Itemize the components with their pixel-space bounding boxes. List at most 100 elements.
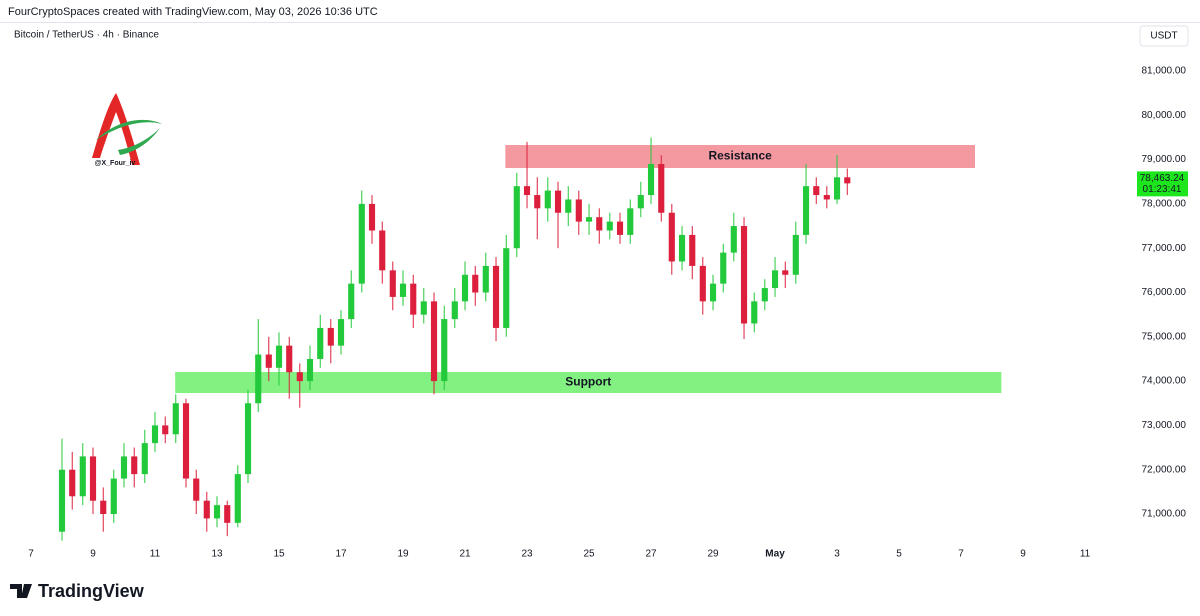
candle-body [782, 270, 789, 275]
candle-body [110, 478, 117, 514]
candle-body [69, 469, 76, 497]
x-tick-label: 11 [1080, 549, 1091, 560]
x-tick-label: 9 [90, 549, 96, 560]
candle-body [761, 288, 768, 302]
x-tick-label: 27 [645, 549, 657, 560]
candle-body [709, 283, 717, 302]
candle-body [647, 164, 655, 196]
candle-body [337, 319, 345, 346]
candle-body [730, 226, 737, 253]
candle-body [79, 456, 86, 497]
candle-body [699, 265, 706, 302]
x-tick-label: 9 [1020, 549, 1026, 560]
candle-body [317, 327, 324, 359]
candle-body [637, 195, 644, 209]
currency: USDT [1150, 31, 1177, 42]
brand-name: TradingView [38, 581, 145, 601]
zone-label: Support [565, 375, 611, 389]
candle-body [606, 221, 613, 231]
candle-body [306, 358, 314, 382]
candle-body [689, 234, 696, 266]
candle-body [833, 177, 841, 200]
candle-body [120, 456, 128, 479]
watermark-logo [92, 93, 162, 165]
candle-body [658, 164, 665, 213]
candle-body [389, 270, 396, 297]
candle-body [720, 252, 727, 284]
candle-body [523, 186, 531, 196]
candle-body [771, 270, 779, 289]
y-tick-label: 77,000.00 [1142, 243, 1187, 254]
candle-body [399, 283, 407, 297]
y-tick-label: 80,000.00 [1142, 110, 1187, 121]
zone-label: Resistance [708, 149, 772, 163]
candle-body [678, 234, 686, 262]
candle-body [172, 403, 179, 435]
last-price-label: 78,463.24 [1140, 173, 1185, 184]
candle-body [327, 327, 334, 346]
candle-body [565, 199, 572, 213]
brand-logo [10, 584, 32, 598]
y-tick-label: 71,000.00 [1142, 509, 1187, 520]
candle-body [441, 319, 448, 382]
candle-body [182, 403, 190, 479]
candle-body [420, 301, 427, 315]
candle-body [461, 274, 469, 302]
candle-body [286, 345, 293, 373]
candle-body [213, 505, 221, 519]
y-tick-label: 72,000.00 [1142, 464, 1187, 475]
x-tick-label: 19 [397, 549, 409, 560]
x-tick-label: 13 [211, 549, 223, 560]
x-tick-label: 25 [583, 549, 595, 560]
candle-body [751, 301, 758, 324]
plot-area: 71,000.00 72,000.00 73,000.00 74,000.00 75,0… [28, 66, 1188, 560]
x-tick-label: 7 [28, 549, 34, 560]
x-tick-label: 17 [335, 549, 347, 560]
x-tick-label: May [765, 549, 785, 560]
candle-body [472, 274, 479, 293]
candle-body [162, 425, 169, 435]
candle-body [410, 283, 417, 315]
candle-body [513, 186, 520, 249]
x-tick-label: 7 [958, 549, 964, 560]
candle-body [58, 469, 66, 532]
zone [505, 144, 975, 169]
candle-body [482, 265, 489, 293]
candle-body [244, 403, 252, 475]
candle-body [740, 226, 748, 324]
candle-body [224, 505, 231, 523]
x-tick-label: 5 [896, 549, 902, 560]
x-tick-label: 23 [521, 549, 533, 560]
candle-body [585, 217, 593, 222]
candle-body [255, 354, 262, 404]
symbol-info: Bitcoin / TetherUS · 4h · Binance [14, 30, 159, 41]
candle-body [89, 456, 97, 501]
candle-body [234, 474, 241, 523]
candle-body [813, 186, 820, 196]
candle-body [193, 478, 200, 501]
candle-body [296, 372, 303, 382]
candle-body [844, 177, 851, 184]
candle-body [492, 265, 500, 328]
watermark-text: @X_Four_iv [95, 160, 136, 167]
candle-body [503, 248, 510, 328]
x-tick-label: 11 [150, 549, 161, 560]
y-tick-label: 73,000.00 [1142, 420, 1187, 431]
candle-body [141, 443, 148, 475]
y-tick-label: 74,000.00 [1142, 376, 1187, 387]
x-tick-label: 3 [834, 549, 840, 560]
currency-box[interactable] [1139, 25, 1189, 47]
y-tick-label: 78,000.00 [1142, 199, 1187, 210]
candle-body [131, 456, 138, 475]
last-price-countdown: 01:23:41 [1143, 184, 1182, 195]
y-tick-label: 75,000.00 [1142, 331, 1187, 342]
candle-body [379, 230, 386, 271]
candle-body [616, 221, 624, 235]
candle-body [368, 203, 376, 231]
y-tick-label: 79,000.00 [1142, 154, 1187, 165]
candle-body [802, 186, 810, 235]
zone [175, 372, 1002, 394]
